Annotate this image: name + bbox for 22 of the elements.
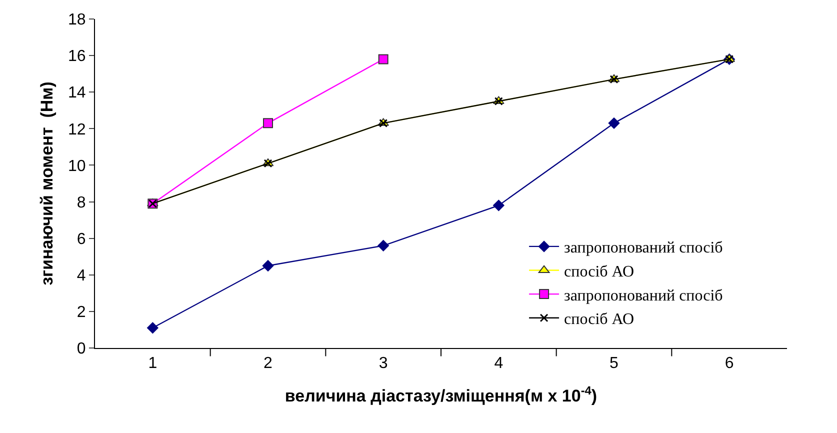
x-axis-title: величина діастазу/зміщення(м x 10$^{-4}$) (284, 383, 598, 406)
y-tick-label: 12 (68, 121, 86, 138)
legend-label: запропонований спосіб (564, 240, 723, 257)
x-tick-label: 1 (148, 355, 158, 372)
y-tick-label: 2 (76, 304, 86, 322)
x-tick-label: 3 (378, 355, 388, 372)
y-tick-label: 0 (76, 340, 86, 358)
x-tick-label: 5 (610, 355, 619, 372)
y-tick-label: 4 (76, 267, 86, 284)
y-axis-title: згинаючий момент (Нм) (38, 82, 57, 286)
legend-label: спосіб АО (564, 311, 634, 328)
y-tick-label: 6 (76, 230, 86, 248)
y-tick-label: 16 (68, 48, 86, 66)
y-tick-label: 18 (68, 12, 86, 29)
legend-label: спосіб АО (564, 264, 634, 280)
y-tick-label: 14 (68, 84, 86, 102)
legend-label: запропонований спосіб (564, 287, 723, 304)
x-tick-label: 6 (724, 355, 734, 372)
y-tick-label: 8 (76, 194, 86, 212)
x-tick-label: 4 (494, 355, 504, 372)
x-tick-label: 2 (264, 355, 273, 372)
y-tick-label: 10 (68, 158, 86, 175)
